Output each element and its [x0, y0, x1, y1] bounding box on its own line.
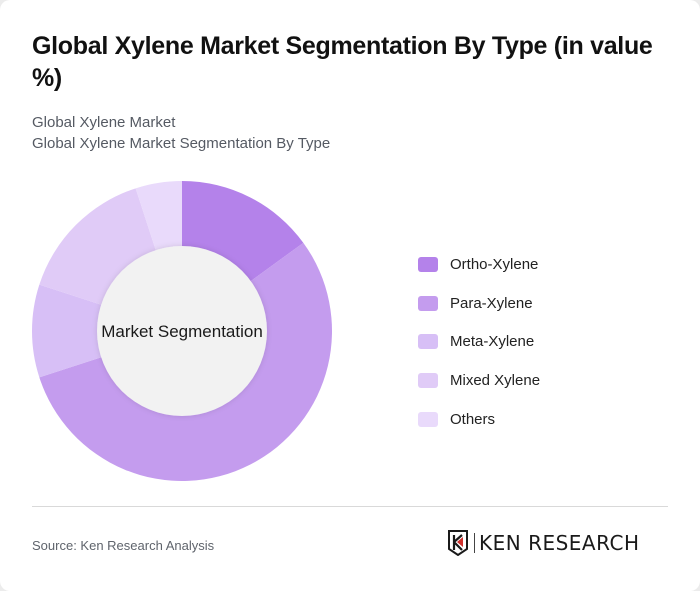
legend-label: Meta-Xylene — [450, 333, 535, 351]
legend-item-ortho-xylene[interactable]: Ortho-Xylene — [418, 245, 540, 284]
legend-label: Ortho-Xylene — [450, 255, 539, 273]
legend-label: Others — [450, 410, 496, 428]
donut-chart: Market Segmentation — [32, 181, 332, 481]
chart-subtitle-segmentation: Global Xylene Market Segmentation By Typ… — [32, 135, 331, 152]
legend-label: Para-Xylene — [450, 294, 533, 312]
slice-mixed-xylene[interactable] — [39, 188, 158, 307]
slice-ortho-xylene[interactable] — [182, 181, 304, 284]
legend-swatch — [418, 334, 438, 350]
legend-swatch — [418, 372, 438, 388]
donut-center — [97, 246, 267, 416]
legend-item-para-xylene[interactable]: Para-Xylene — [418, 284, 540, 323]
slice-meta-xylene[interactable] — [32, 284, 106, 378]
center-label: Market Segmentation — [101, 322, 263, 341]
ken-research-logo: KEN RESEARCH — [447, 530, 640, 556]
logo-text: KEN RESEARCH — [479, 531, 640, 555]
chart-subtitle-market: Global Xylene Market — [32, 114, 176, 131]
source-note: Source: Ken Research Analysis — [32, 538, 215, 553]
logo-separator — [474, 533, 475, 553]
legend-swatch — [418, 295, 438, 311]
legend-item-others[interactable]: Others — [418, 400, 540, 439]
footer-divider — [32, 506, 668, 507]
legend-swatch — [418, 411, 438, 427]
legend-label: Mixed Xylene — [450, 371, 541, 389]
legend-swatch — [418, 256, 438, 272]
legend-item-mixed-xylene[interactable]: Mixed Xylene — [418, 361, 540, 400]
legend: Ortho-Xylene Para-Xylene Meta-Xylene Mix… — [418, 245, 540, 438]
ken-research-shield-icon — [448, 530, 468, 556]
slice-others[interactable] — [135, 181, 182, 255]
chart-title: Global Xylene Market Segmentation By Typ… — [32, 32, 653, 92]
legend-item-meta-xylene[interactable]: Meta-Xylene — [418, 322, 540, 361]
